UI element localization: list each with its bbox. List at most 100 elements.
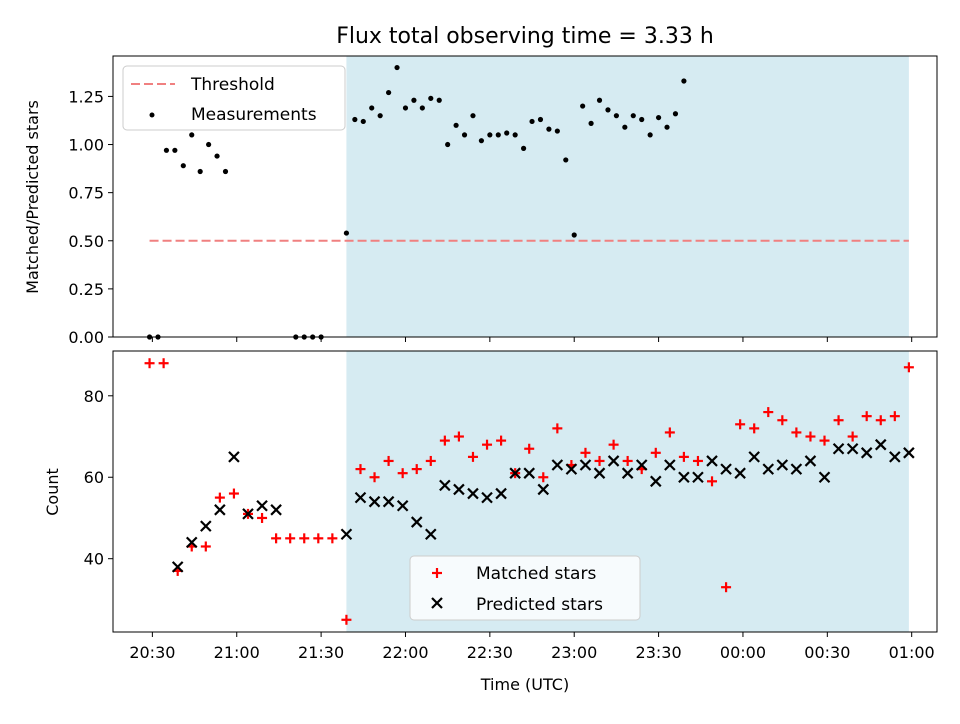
- matched-star-point: [355, 464, 366, 475]
- predicted-star-stroke: [523, 467, 535, 479]
- predicted-star-point: [171, 561, 184, 573]
- matched-star-point: [369, 472, 380, 483]
- predicted-star-stroke: [410, 516, 423, 528]
- predicted-star-point: [720, 463, 732, 475]
- matched-star-point: [594, 455, 605, 466]
- bottom-x-ticks: 20:30 21:00 21:30 22:00 22:30 23:00 23:30 00:00…: [129, 632, 935, 662]
- matched-star-point: [397, 468, 408, 479]
- measurement-point: [504, 130, 510, 136]
- matched-star-point: [538, 472, 549, 483]
- predicted-star-point: [874, 438, 887, 451]
- predicted-star-stroke: [340, 528, 353, 541]
- predicted-star-point: [453, 483, 465, 496]
- predicted-star-stroke: [467, 487, 479, 500]
- measurement-point: [596, 97, 603, 103]
- matched-star-point: [622, 455, 633, 466]
- predicted-star-point: [368, 495, 381, 508]
- predicted-star-stroke: [270, 504, 282, 516]
- matched-star-point: [664, 427, 675, 438]
- predicted-star-stroke: [551, 459, 564, 471]
- predicted-star-stroke: [720, 463, 732, 475]
- predicted-star-point: [200, 520, 212, 532]
- predicted-star-stroke: [874, 438, 887, 451]
- matched-star-point: [580, 447, 591, 458]
- measurement-point: [664, 124, 670, 130]
- top-y-ticks: 0.00 0.25 0.50 0.75 1.00 1.25: [68, 87, 113, 347]
- bottom-y-axis-label: Count: [43, 468, 62, 516]
- y-tick-label: 60: [84, 468, 104, 487]
- top-panel: 0.00 0.25 0.50 0.75 1.00 1.25 Flux total obse…: [23, 24, 938, 347]
- predicted-star-point: [481, 491, 493, 504]
- measurement-point: [655, 114, 662, 121]
- measurement-point: [180, 163, 186, 169]
- measurement-point: [554, 128, 560, 134]
- measurement-point: [546, 126, 552, 132]
- predicted-star-point: [509, 467, 521, 479]
- predicted-star-stroke: [579, 459, 592, 471]
- bottom-series: [144, 358, 915, 625]
- predicted-star-point: [790, 463, 803, 475]
- measurement-point: [352, 116, 358, 123]
- measurement-point: [343, 230, 350, 236]
- predicted-star-stroke: [593, 467, 606, 479]
- measurement-point: [163, 147, 170, 153]
- legend-measurements-swatch: [149, 112, 155, 118]
- y-tick-label: 0.75: [68, 184, 104, 203]
- measurement-point: [402, 105, 409, 111]
- predicted-star-point: [889, 451, 901, 463]
- predicted-star-stroke: [242, 508, 254, 520]
- predicted-star-point: [860, 447, 873, 459]
- predicted-star-point: [678, 471, 690, 484]
- matched-star-point: [749, 423, 760, 434]
- measurement-point: [588, 120, 594, 126]
- measurement-point: [470, 113, 476, 119]
- predicted-star-point: [664, 459, 676, 471]
- predicted-star-stroke: [635, 459, 648, 471]
- predicted-star-stroke: [804, 455, 817, 467]
- predicted-star-point: [692, 471, 704, 484]
- predicted-star-stroke: [495, 487, 507, 500]
- measurement-point: [436, 97, 442, 103]
- predicted-star-stroke: [860, 447, 873, 459]
- measurement-point: [487, 132, 493, 138]
- predicted-star-point: [776, 459, 789, 471]
- predicted-star-stroke: [439, 479, 451, 492]
- predicted-star-point: [495, 487, 507, 500]
- predicted-star-stroke: [185, 536, 198, 549]
- predicted-star-point: [734, 467, 746, 479]
- predicted-star-point: [832, 442, 845, 455]
- predicted-star-point: [382, 495, 395, 508]
- legend-matched-label: Matched stars: [476, 564, 596, 584]
- matched-star-point: [144, 358, 155, 369]
- predicted-star-stroke: [354, 491, 367, 504]
- matched-star-point: [903, 362, 914, 373]
- predicted-star-stroke: [509, 467, 521, 479]
- matched-star-point: [608, 439, 619, 450]
- bottom-axes-frame: [112, 350, 938, 633]
- predicted-star-stroke: [678, 471, 690, 484]
- predicted-star-point: [537, 483, 550, 496]
- matched-star-point: [257, 512, 268, 523]
- predicted-star-stroke: [649, 475, 662, 488]
- predicted-star-stroke: [228, 451, 240, 463]
- predicted-star-stroke: [425, 528, 437, 541]
- matched-star-point: [411, 464, 422, 475]
- measurement-point: [672, 111, 679, 117]
- bottom-legend: Matched stars Predicted stars: [409, 555, 641, 621]
- predicted-star-stroke: [368, 495, 381, 508]
- y-tick-label: 1.25: [68, 87, 104, 106]
- predicted-star-stroke: [762, 463, 775, 475]
- matched-star-point: [875, 415, 886, 426]
- measurement-point: [172, 147, 178, 153]
- predicted-star-stroke: [664, 459, 676, 471]
- measurement-point: [630, 113, 636, 119]
- predicted-star-stroke: [621, 467, 634, 479]
- measurement-point: [453, 122, 459, 128]
- y-tick-label: 0.50: [68, 232, 104, 251]
- measurement-point: [222, 168, 229, 175]
- predicted-star-stroke: [396, 499, 409, 512]
- matched-star-point: [833, 415, 844, 426]
- predicted-star-stroke: [171, 561, 184, 573]
- measurement-point: [580, 103, 586, 109]
